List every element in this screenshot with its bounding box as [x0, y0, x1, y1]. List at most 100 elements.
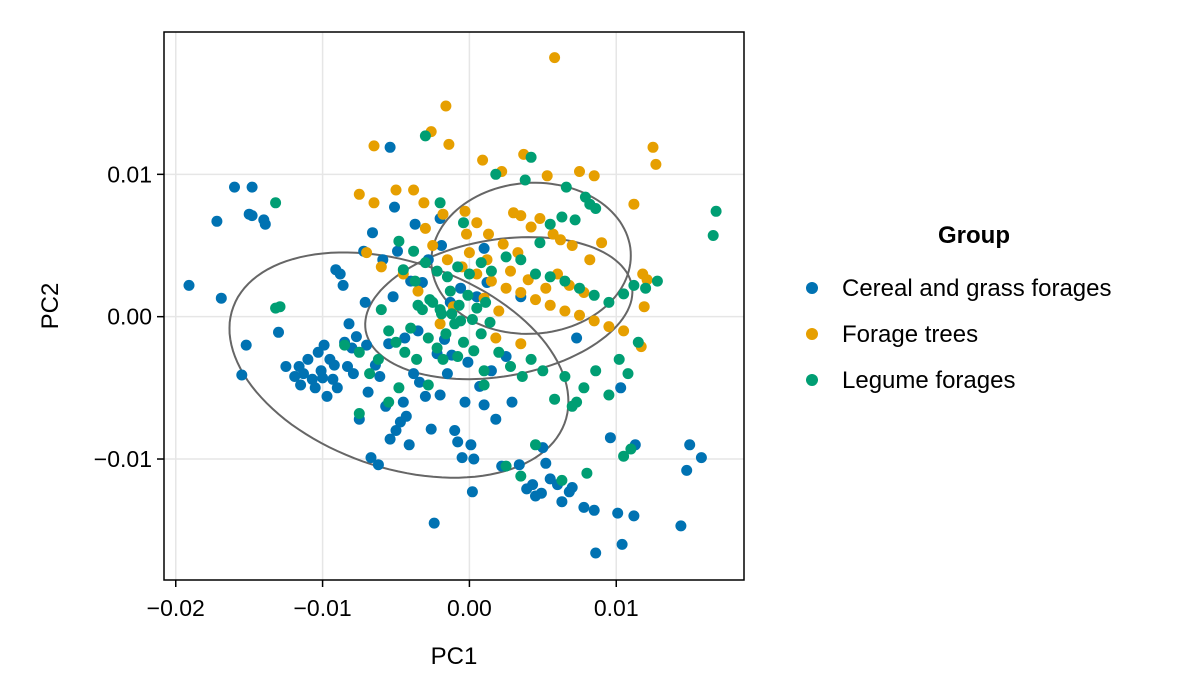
- point-forage-trees: [534, 213, 546, 224]
- point-forage-trees: [441, 254, 453, 266]
- point-cereal-and-grass-forages: [414, 376, 425, 388]
- point-legume-forages: [475, 328, 487, 340]
- point-legume-forages: [632, 336, 644, 348]
- point-legume-forages: [590, 203, 602, 214]
- point-forage-trees: [500, 282, 512, 294]
- point-legume-forages: [375, 304, 387, 316]
- point-cereal-and-grass-forages: [540, 457, 552, 469]
- point-legume-forages: [490, 168, 502, 180]
- point-cereal-and-grass-forages: [616, 538, 628, 550]
- point-forage-trees: [490, 332, 502, 344]
- point-legume-forages: [383, 325, 395, 337]
- point-forage-trees: [628, 198, 640, 210]
- point-forage-trees: [603, 321, 615, 333]
- point-cereal-and-grass-forages: [452, 436, 464, 448]
- point-legume-forages: [493, 346, 505, 358]
- point-legume-forages: [519, 174, 531, 186]
- point-cereal-and-grass-forages: [337, 279, 349, 291]
- point-cereal-and-grass-forages: [390, 425, 402, 436]
- point-legume-forages: [571, 396, 583, 408]
- point-cereal-and-grass-forages: [211, 215, 223, 227]
- legend-marker-forage-trees: [806, 328, 818, 340]
- point-cereal-and-grass-forages: [695, 452, 707, 464]
- point-cereal-and-grass-forages: [468, 453, 480, 465]
- y-tick-label: 0.00: [107, 304, 152, 330]
- point-cereal-and-grass-forages: [273, 326, 284, 338]
- legend-label-forage-trees: Forage trees: [842, 321, 978, 348]
- point-cereal-and-grass-forages: [566, 482, 578, 493]
- point-legume-forages: [462, 289, 474, 301]
- point-legume-forages: [364, 368, 376, 380]
- x-axis: −0.02 −0.01 0.00 0.01: [147, 580, 639, 621]
- point-legume-forages: [560, 181, 572, 193]
- point-cereal-and-grass-forages: [397, 396, 409, 408]
- point-forage-trees: [618, 325, 630, 337]
- y-axis: −0.01 0.00 0.01: [94, 161, 164, 472]
- point-legume-forages: [530, 268, 541, 280]
- point-legume-forages: [574, 282, 585, 294]
- point-legume-forages: [516, 371, 528, 382]
- point-legume-forages: [424, 294, 436, 306]
- point-legume-forages: [440, 328, 452, 340]
- point-forage-trees: [547, 228, 559, 240]
- point-forage-trees: [353, 188, 365, 200]
- point-cereal-and-grass-forages: [331, 382, 343, 394]
- point-cereal-and-grass-forages: [466, 486, 478, 498]
- point-legume-forages: [622, 368, 634, 380]
- point-legume-forages: [556, 211, 568, 223]
- plot-frame: [163, 31, 745, 581]
- point-legume-forages: [485, 265, 497, 277]
- point-legume-forages: [270, 302, 282, 314]
- point-legume-forages: [468, 345, 480, 357]
- point-legume-forages: [500, 460, 512, 472]
- point-cereal-and-grass-forages: [229, 181, 240, 193]
- point-legume-forages: [453, 299, 465, 311]
- point-cereal-and-grass-forages: [365, 452, 377, 464]
- x-axis-label: PC1: [431, 643, 478, 670]
- point-legume-forages: [478, 365, 490, 377]
- point-forage-trees: [477, 154, 489, 166]
- point-forage-trees: [515, 287, 527, 298]
- point-cereal-and-grass-forages: [246, 181, 258, 193]
- x-tick-label: −0.01: [293, 595, 351, 621]
- point-cereal-and-grass-forages: [389, 201, 400, 213]
- y-tick-label: −0.01: [94, 446, 152, 472]
- point-legume-forages: [544, 218, 556, 230]
- point-forage-trees: [596, 237, 608, 249]
- point-legume-forages: [478, 379, 490, 391]
- point-forage-trees: [440, 100, 452, 112]
- point-cereal-and-grass-forages: [350, 331, 362, 343]
- point-cereal-and-grass-forages: [403, 439, 415, 451]
- point-cereal-and-grass-forages: [578, 501, 590, 513]
- point-cereal-and-grass-forages: [462, 356, 474, 368]
- point-forage-trees: [574, 309, 585, 321]
- point-legume-forages: [422, 379, 434, 391]
- point-cereal-and-grass-forages: [588, 504, 600, 516]
- point-legume-forages: [559, 275, 571, 287]
- point-cereal-and-grass-forages: [459, 396, 471, 408]
- point-forage-trees: [412, 285, 424, 297]
- point-legume-forages: [569, 214, 581, 226]
- point-forage-trees: [530, 294, 541, 306]
- legend-label-legume-forages: Legume forages: [842, 367, 1015, 394]
- point-legume-forages: [422, 332, 434, 344]
- point-legume-forages: [393, 382, 405, 394]
- point-legume-forages: [409, 275, 421, 287]
- point-cereal-and-grass-forages: [215, 292, 227, 304]
- point-forage-trees: [485, 275, 497, 287]
- point-forage-trees: [461, 228, 472, 240]
- legend: Group Cereal and grass forages Forage tre…: [806, 222, 1111, 394]
- point-legume-forages: [590, 365, 602, 377]
- point-legume-forages: [431, 342, 443, 354]
- point-cereal-and-grass-forages: [612, 507, 624, 519]
- point-legume-forages: [372, 353, 384, 365]
- point-legume-forages: [437, 353, 449, 365]
- point-legume-forages: [452, 261, 464, 273]
- point-forage-trees: [418, 197, 430, 209]
- legend-title: Group: [938, 222, 1010, 249]
- point-cereal-and-grass-forages: [240, 339, 252, 351]
- point-legume-forages: [581, 467, 593, 479]
- point-cereal-and-grass-forages: [428, 517, 440, 529]
- point-cereal-and-grass-forages: [372, 459, 384, 471]
